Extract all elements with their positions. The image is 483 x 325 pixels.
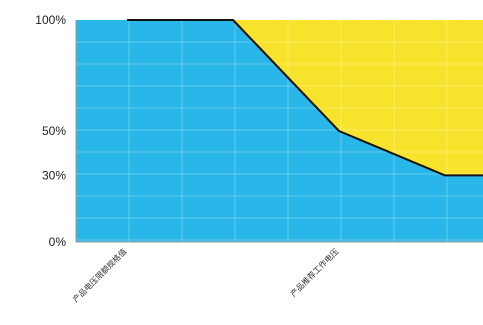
y-tick-labels: 100% 50% 30% 0% <box>35 13 66 249</box>
y-tick-label: 50% <box>42 124 66 138</box>
boundary-line-group <box>127 19 483 177</box>
x-tick-label: 产品电压限额规格值 <box>70 246 128 304</box>
x-tick-label: 产品推荐工作电压 <box>288 246 340 298</box>
y-tick-label: 0% <box>49 235 67 249</box>
y-tick-label: 100% <box>35 13 66 27</box>
y-tick-label: 30% <box>42 168 66 182</box>
x-tick-labels: 产品电压限额规格值产品推荐工作电压使用在电池或电路上的工作电压 <box>70 246 340 304</box>
gridlines <box>76 20 483 242</box>
area-series-group <box>76 20 483 242</box>
upper-area <box>76 20 483 176</box>
lower-area <box>76 20 483 242</box>
boundary-line <box>127 19 483 177</box>
